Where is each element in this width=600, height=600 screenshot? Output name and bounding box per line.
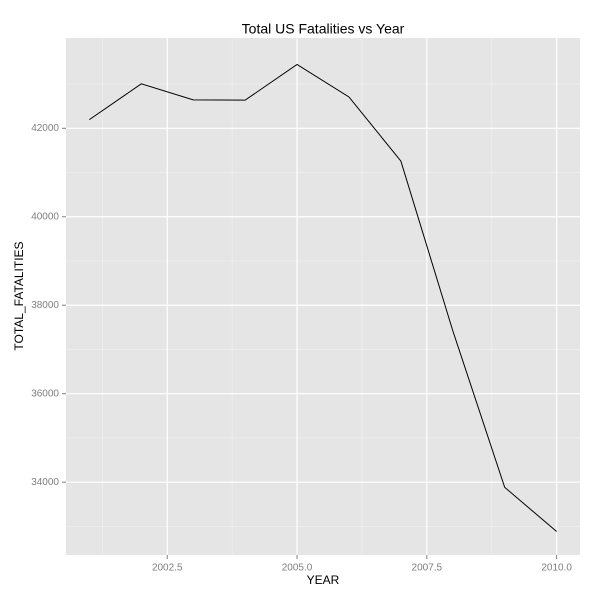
x-tick-label: 2005.0: [282, 563, 313, 574]
y-tick-label: 38000: [31, 300, 59, 311]
x-tick-label: 2007.5: [412, 563, 443, 574]
y-tick-label: 34000: [31, 477, 59, 488]
x-axis-title: YEAR: [307, 573, 340, 587]
y-tick-label: 40000: [31, 211, 59, 222]
grid: [66, 38, 580, 555]
plot-panel: [66, 38, 580, 555]
marks: [89, 63, 557, 532]
y-tick-label: 36000: [31, 388, 59, 399]
x-tick-label: 2010.0: [541, 563, 572, 574]
chart-title: Total US Fatalities vs Year: [242, 21, 405, 37]
line: [89, 63, 557, 532]
x-tick-label: 2002.5: [152, 563, 183, 574]
y-axis-title: TOTAL_FATALITIES: [12, 241, 26, 350]
y-tick-label: 42000: [31, 123, 59, 134]
